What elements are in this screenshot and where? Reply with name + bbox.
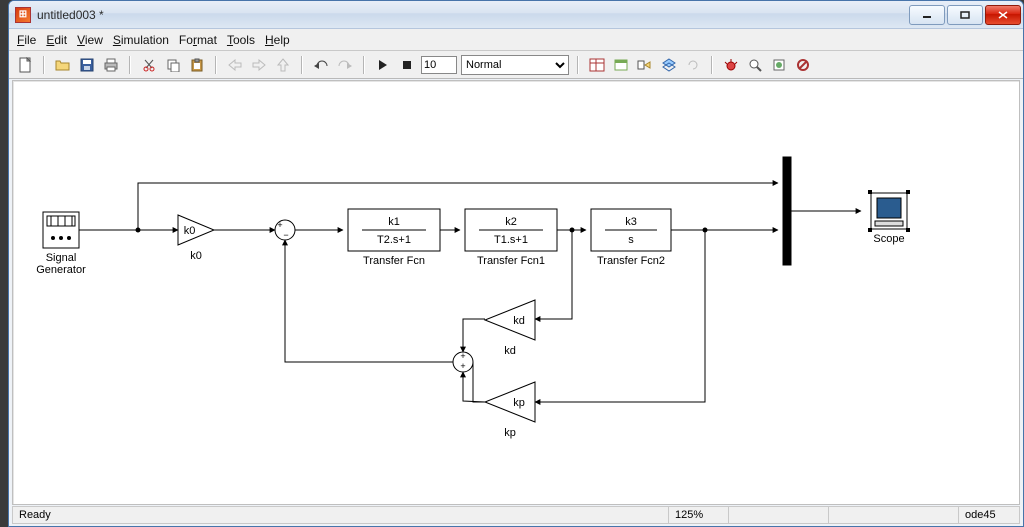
window-title: untitled003 * [37, 8, 104, 22]
open-icon[interactable] [53, 55, 73, 75]
simulink-icon: ⊞ [15, 7, 31, 23]
play-icon[interactable] [373, 55, 393, 75]
cut-icon[interactable] [139, 55, 159, 75]
status-pane2 [829, 507, 959, 523]
svg-text:+: + [460, 351, 465, 361]
layers-icon[interactable] [659, 55, 679, 75]
menu-format[interactable]: Format [179, 33, 217, 47]
svg-text:k1: k1 [388, 216, 400, 228]
new-icon[interactable] [15, 55, 35, 75]
toolbar: NormalAcceleratorRapid AcceleratorExtern… [9, 51, 1023, 79]
menu-tools[interactable]: Tools [227, 33, 255, 47]
block-icon[interactable] [793, 55, 813, 75]
svg-text:Transfer Fcn: Transfer Fcn [363, 255, 425, 267]
lib-browser-icon[interactable] [587, 55, 607, 75]
copy-icon[interactable] [163, 55, 183, 75]
sim-mode-select[interactable]: NormalAcceleratorRapid AcceleratorExtern… [461, 55, 569, 75]
forward-icon[interactable] [249, 55, 269, 75]
stop-icon[interactable] [397, 55, 417, 75]
svg-text:Transfer Fcn2: Transfer Fcn2 [597, 255, 665, 267]
window-controls [907, 5, 1021, 25]
model-canvas[interactable]: SignalGeneratork0k0kdkdkpkp+−++k1T2.s+1T… [12, 80, 1020, 505]
back-icon[interactable] [225, 55, 245, 75]
svg-text:kp: kp [504, 427, 516, 439]
status-solver: ode45 [959, 507, 1019, 523]
svg-text:T2.s+1: T2.s+1 [377, 234, 411, 246]
redo-icon[interactable] [335, 55, 355, 75]
undo-icon[interactable] [311, 55, 331, 75]
menu-help[interactable]: Help [265, 33, 290, 47]
advisor-icon[interactable] [769, 55, 789, 75]
svg-text:k2: k2 [505, 216, 517, 228]
svg-text:Scope: Scope [873, 233, 904, 245]
close-button[interactable] [985, 5, 1021, 25]
svg-text:k0: k0 [184, 225, 196, 237]
paste-icon[interactable] [187, 55, 207, 75]
svg-text:−: − [283, 230, 288, 240]
svg-text:kd: kd [504, 345, 516, 357]
menu-edit[interactable]: Edit [46, 33, 67, 47]
svg-text:kd: kd [513, 315, 525, 327]
model-explorer-icon[interactable] [611, 55, 631, 75]
maximize-button[interactable] [947, 5, 983, 25]
titlebar[interactable]: ⊞ untitled003 * [9, 1, 1023, 29]
svg-text:k3: k3 [625, 216, 637, 228]
menu-file[interactable]: File [17, 33, 36, 47]
app-window: ⊞ untitled003 * File Edit View Simulatio… [8, 0, 1024, 527]
refresh-icon[interactable] [683, 55, 703, 75]
save-icon[interactable] [77, 55, 97, 75]
svg-text:kp: kp [513, 397, 525, 409]
status-ready: Ready [13, 507, 669, 523]
svg-text:T1.s+1: T1.s+1 [494, 234, 528, 246]
svg-text:Generator: Generator [36, 264, 86, 276]
menu-view[interactable]: View [77, 33, 103, 47]
menubar: File Edit View Simulation Format Tools H… [9, 29, 1023, 51]
svg-text:+: + [460, 361, 465, 371]
status-pane1 [729, 507, 829, 523]
svg-text:s: s [628, 234, 634, 246]
menu-simulation[interactable]: Simulation [113, 33, 169, 47]
diagram-svg: SignalGeneratork0k0kdkdkpkp+−++k1T2.s+1T… [13, 81, 1020, 501]
svg-text:k0: k0 [190, 250, 202, 262]
up-icon[interactable] [273, 55, 293, 75]
sim-time-input[interactable] [421, 56, 457, 74]
status-zoom: 125% [669, 507, 729, 523]
debug-icon[interactable] [721, 55, 741, 75]
build-icon[interactable] [635, 55, 655, 75]
minimize-button[interactable] [909, 5, 945, 25]
statusbar: Ready 125% ode45 [12, 506, 1020, 524]
print-icon[interactable] [101, 55, 121, 75]
svg-text:+: + [277, 220, 282, 230]
svg-text:Signal: Signal [46, 252, 77, 264]
svg-text:Transfer Fcn1: Transfer Fcn1 [477, 255, 545, 267]
find-icon[interactable] [745, 55, 765, 75]
